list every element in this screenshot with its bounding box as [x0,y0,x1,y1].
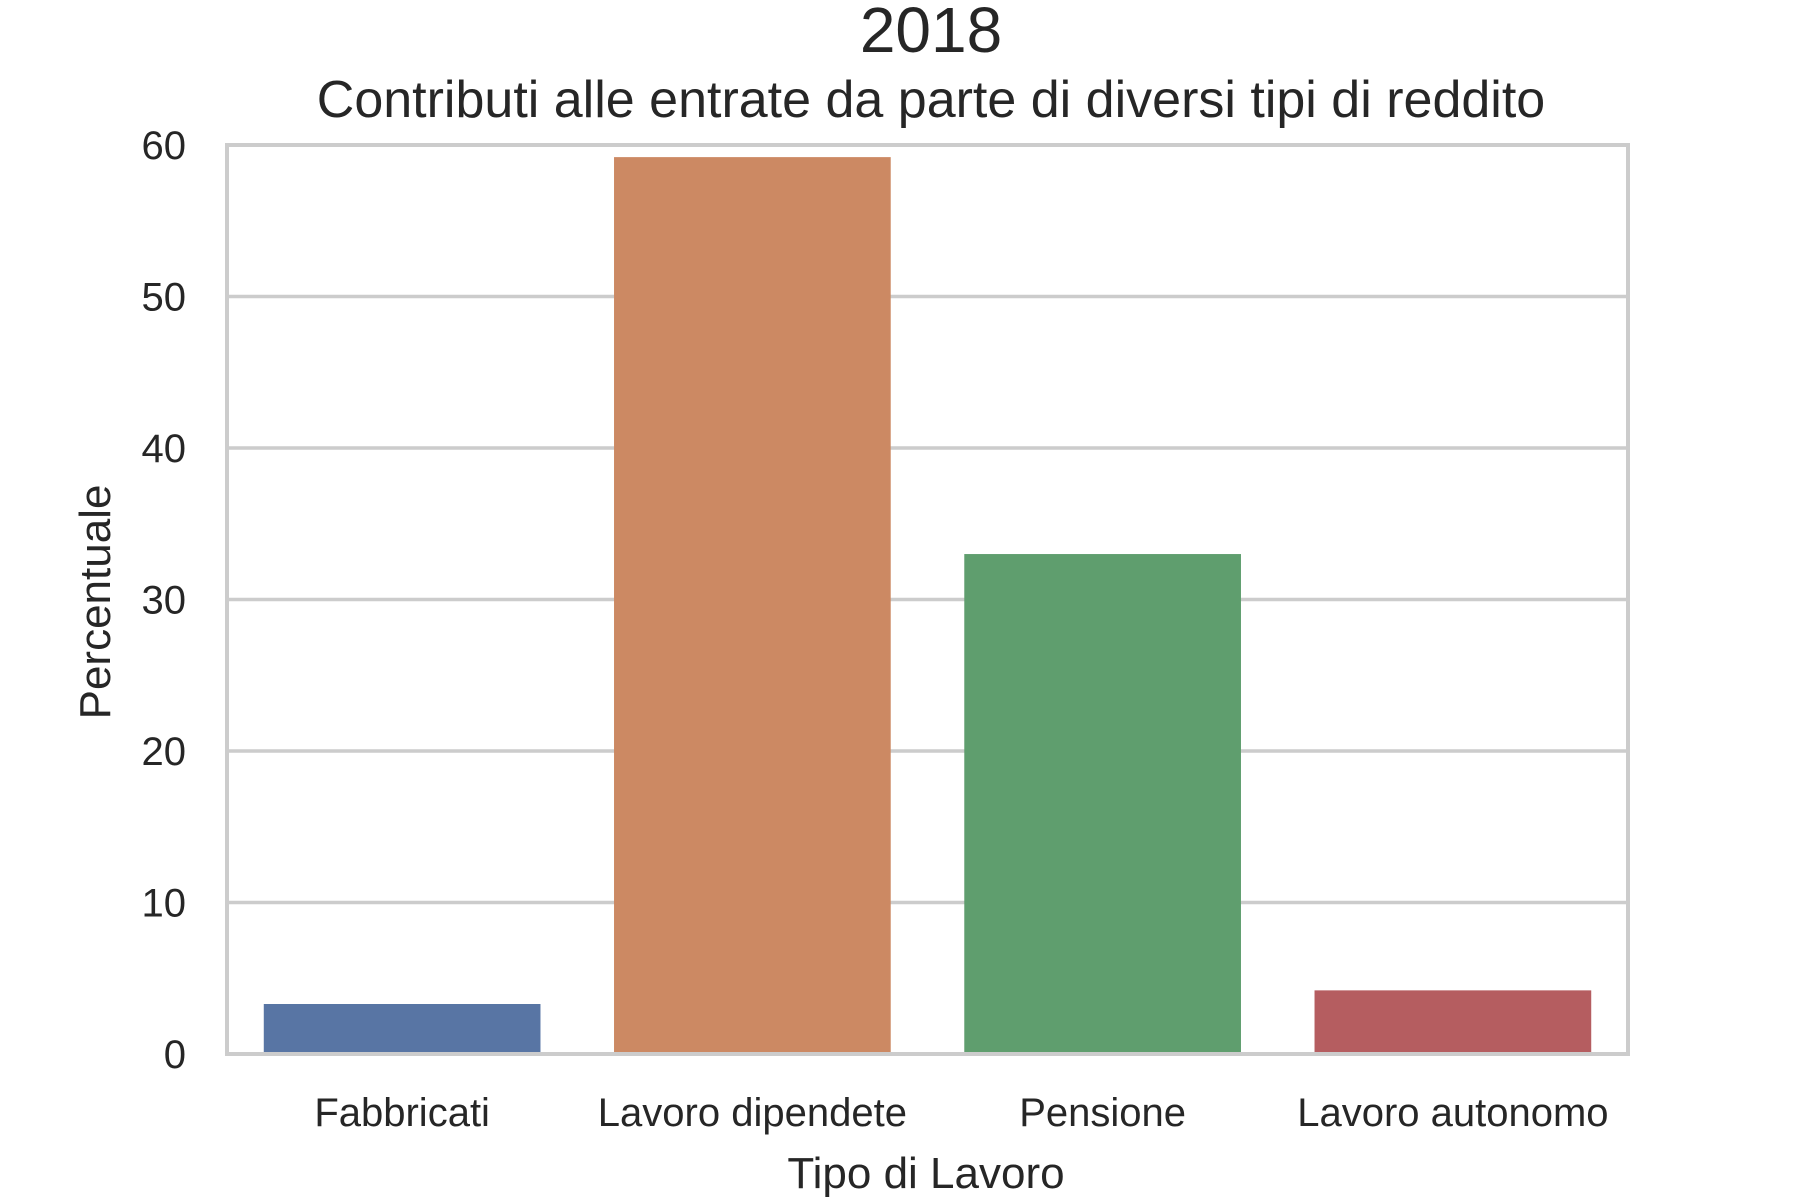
x-tick-label: Lavoro dipendete [598,1091,907,1135]
y-tick-label: 20 [142,730,187,774]
y-tick-label: 30 [142,579,187,623]
bar-lavoro-dipendete [614,157,891,1054]
bar-pensione [964,554,1241,1054]
y-tick-labels: 0 10 20 30 40 50 60 [142,124,187,1077]
chart-subtitle: Contributi alle entrate da parte di dive… [317,71,1545,129]
x-tick-labels: Fabbricati Lavoro dipendete Pensione Lavoro… [314,1091,1608,1135]
bar-lavoro-autonomo [1314,990,1592,1054]
y-tick-label: 40 [142,427,187,471]
grid-lines [227,143,1628,1056]
plot-frame [225,143,1630,1056]
x-tick-label: Pensione [1019,1091,1186,1135]
y-axis-label: Percentuale [71,485,120,720]
bar-fabbricati [263,1004,541,1054]
x-tick-label: Lavoro autonomo [1297,1091,1608,1135]
x-axis-label: Tipo di Lavoro [787,1149,1064,1198]
y-tick-label: 10 [142,882,187,926]
x-tick-label: Fabbricati [314,1091,490,1135]
y-tick-label: 50 [142,276,187,320]
y-tick-label: 0 [164,1033,186,1077]
chart-title: 2018 [860,0,1002,66]
y-tick-label: 60 [142,124,187,168]
bars [263,157,1592,1054]
